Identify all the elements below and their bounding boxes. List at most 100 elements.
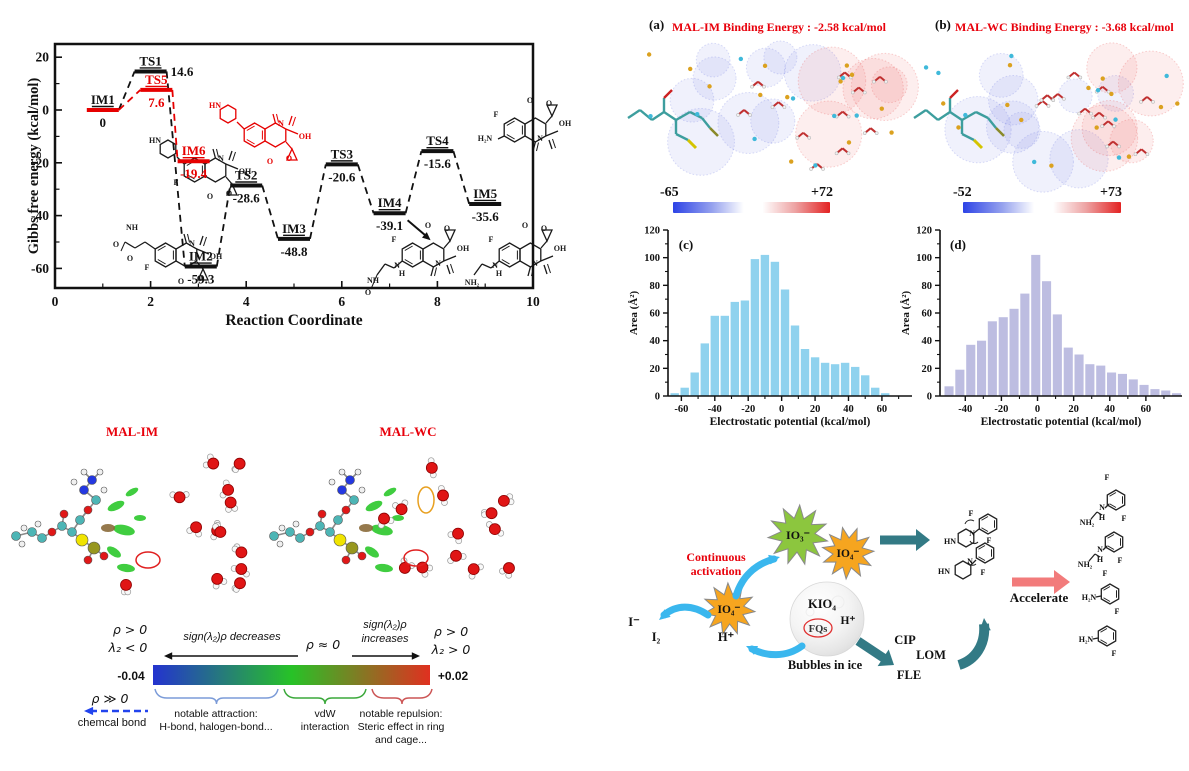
svg-text:Area (Å²): Area (Å²) — [628, 290, 640, 335]
svg-text:20: 20 — [650, 364, 661, 375]
svg-text:0: 0 — [42, 103, 49, 118]
svg-text:60: 60 — [650, 309, 661, 320]
svg-text:O: O — [178, 277, 184, 286]
vdw-note: vdW interaction — [301, 708, 349, 734]
svg-text:O: O — [286, 154, 292, 163]
svg-text:-40: -40 — [31, 208, 49, 223]
svg-text:14.6: 14.6 — [171, 64, 194, 79]
activated-species: IO₄⁻ IO₃⁻ IO₄⁻ — [701, 503, 876, 636]
svg-text:F: F — [489, 235, 494, 244]
svg-text:120: 120 — [644, 226, 660, 237]
product-structure-3: H₂N F F — [1082, 569, 1120, 616]
esp-surface-a — [627, 40, 919, 176]
svg-text:FLE: FLE — [897, 668, 921, 682]
svg-text:(c): (c) — [679, 237, 693, 252]
svg-text:10: 10 — [526, 294, 540, 309]
nci-legend-graphics — [84, 652, 433, 716]
panel-a-title: MAL-IM Binding Energy : -2.58 kcal/mol — [672, 20, 887, 34]
svg-text:I⁻: I⁻ — [628, 615, 640, 629]
chemical-bond-label: chemcal bond — [77, 717, 147, 729]
svg-text:F: F — [981, 568, 986, 577]
energy-level-TS3: TS3 -20.6 — [325, 146, 358, 184]
panel-b-title: MAL-WC Binding Energy : -3.68 kcal/mol — [955, 20, 1174, 34]
svg-text:N: N — [1097, 545, 1103, 554]
process-arrows — [855, 529, 991, 670]
svg-text:F: F — [1112, 649, 1117, 658]
svg-text:F: F — [494, 110, 499, 119]
energy-level-IM6: IM6 -19.4 — [177, 143, 210, 181]
svg-text:0: 0 — [927, 392, 932, 403]
sign-decrease-label: sign(λ₂)ρ decreases — [183, 631, 281, 643]
product-structure-2: NH₂ HN F — [1078, 531, 1124, 569]
svg-text:IM5: IM5 — [473, 186, 497, 201]
svg-text:Bubbles in ice: Bubbles in ice — [788, 658, 863, 672]
repulsion-line2: Steric effect in ring — [357, 721, 445, 733]
svg-text:N: N — [492, 261, 498, 270]
svg-text:OH: OH — [457, 244, 470, 253]
panel-b-tag: (b) — [935, 17, 951, 32]
vdw-line1: vdW — [314, 708, 336, 720]
svg-text:NH₂: NH₂ — [1080, 518, 1095, 527]
svg-text:H⁺: H⁺ — [840, 615, 855, 627]
svg-text:40: 40 — [1105, 404, 1116, 415]
sign-increase-line2: increases — [361, 633, 409, 645]
colorbar-b — [963, 202, 1121, 213]
svg-text:N: N — [969, 529, 975, 538]
svg-text:O: O — [541, 224, 547, 233]
svg-text:N: N — [189, 239, 195, 248]
attraction-note: notable attraction: H-bond, halogen-bond… — [159, 708, 272, 734]
esp-histogram-c-bars — [670, 254, 890, 397]
energy-level-IM2: IM2 -59.3 — [184, 249, 217, 287]
svg-text:F: F — [969, 509, 974, 518]
cycle-arrows — [659, 554, 806, 659]
svg-text:H₂N: H₂N — [1082, 593, 1097, 602]
svg-text:F: F — [1105, 473, 1110, 482]
svg-text:-20: -20 — [741, 404, 755, 415]
svg-text:TS3: TS3 — [331, 146, 354, 161]
sign-increase-line1: sign(λ₂)ρ — [363, 619, 407, 631]
svg-text:O: O — [207, 192, 213, 201]
nci-render-mal-wc — [269, 457, 515, 580]
svg-text:IO₄⁻: IO₄⁻ — [718, 604, 741, 616]
colorbar-a-min: -65 — [660, 185, 679, 200]
svg-text:HN: HN — [944, 537, 956, 546]
svg-text:-20: -20 — [994, 404, 1008, 415]
svg-text:Accelerate: Accelerate — [1010, 590, 1069, 605]
energy-level-TS1: TS1 14.6 — [134, 53, 194, 79]
svg-text:N: N — [218, 154, 224, 163]
colorbar-a-max: +72 — [811, 185, 833, 200]
svg-text:O: O — [197, 274, 203, 283]
svg-text:80: 80 — [650, 281, 661, 292]
svg-text:H: H — [496, 269, 503, 278]
svg-text:IM4: IM4 — [378, 195, 402, 210]
svg-text:O: O — [522, 221, 528, 230]
svg-text:80: 80 — [922, 281, 933, 292]
svg-text:KIO₄: KIO₄ — [808, 597, 836, 611]
svg-text:Reaction Coordinate: Reaction Coordinate — [225, 312, 362, 329]
lambda-negative: λ₂ < 0 — [108, 640, 148, 655]
svg-text:H₂N: H₂N — [1079, 635, 1094, 644]
svg-text:8: 8 — [434, 294, 441, 309]
energy-level-TS4: TS4 -15.6 — [421, 133, 454, 171]
svg-text:-20.6: -20.6 — [328, 169, 356, 184]
svg-text:Electrostatic potential (kcal/: Electrostatic potential (kcal/mol) — [981, 416, 1142, 428]
svg-text:0: 0 — [779, 404, 784, 415]
svg-text:-48.8: -48.8 — [280, 244, 308, 259]
kio4-ice-sphere: KIO₄ H⁺ FQs — [789, 581, 865, 657]
svg-text:F: F — [1115, 607, 1120, 616]
svg-text:IM2: IM2 — [189, 249, 213, 264]
repulsion-line3: and cage... — [375, 734, 427, 746]
svg-text:O: O — [425, 221, 431, 230]
svg-text:-40: -40 — [958, 404, 972, 415]
svg-text:F: F — [987, 536, 992, 545]
energy-level-IM1: IM1 0 — [86, 92, 119, 130]
svg-text:I₂: I₂ — [652, 630, 661, 644]
im5-aniline-structure: F H₂N N O O OH — [478, 96, 572, 152]
side-pathway — [118, 89, 179, 162]
svg-text:OH: OH — [559, 119, 572, 128]
svg-text:N: N — [532, 259, 538, 268]
svg-text:activation: activation — [691, 564, 742, 578]
svg-text:20: 20 — [1068, 404, 1079, 415]
